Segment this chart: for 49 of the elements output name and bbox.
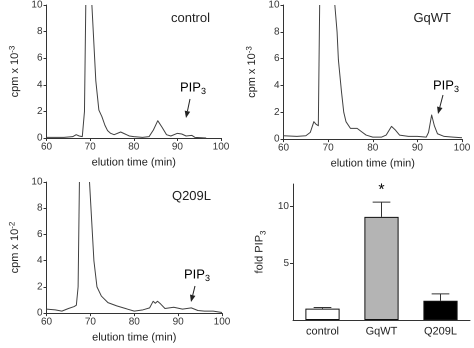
x-tick-label: 70 xyxy=(84,316,96,328)
y-tick-label: 4 xyxy=(274,80,280,91)
x-axis-title: elution time (min) xyxy=(92,156,176,168)
y-tick-label: 4 xyxy=(36,79,43,90)
y-tick-label: 5 xyxy=(283,258,290,269)
x-tick-label: 80 xyxy=(367,142,379,154)
y-tick-label: 8 xyxy=(36,202,43,214)
x-axis-title: elution time (min) xyxy=(330,158,415,170)
x-tick-label: 100 xyxy=(214,316,231,328)
x-tick-label: 70 xyxy=(322,142,334,154)
annotation: * xyxy=(378,182,385,199)
y-tick-label: 2 xyxy=(274,106,280,118)
x-tick-label: 100 xyxy=(454,142,471,154)
x-tick-label: 90 xyxy=(412,142,424,154)
y-tick-label: 6 xyxy=(36,52,43,64)
y-tick-label: 10 xyxy=(31,0,43,10)
x-tick-label: 90 xyxy=(172,316,184,328)
y-tick-label: 2 xyxy=(36,281,43,292)
y-tick-label: 4 xyxy=(36,255,43,266)
y-tick-label: 8 xyxy=(36,26,43,38)
x-tick-label: Q209L xyxy=(424,326,458,338)
chart-title: GqWT xyxy=(413,10,452,25)
y-tick-label: 10 xyxy=(278,201,290,212)
y-tick-label: 6 xyxy=(274,53,280,64)
y-axis-title: cpm x 10-2 xyxy=(8,221,21,274)
x-tick-label: 60 xyxy=(40,142,53,152)
x-tick-label: 100 xyxy=(212,142,230,152)
x-tick-label: GqWT xyxy=(366,326,398,338)
x-tick-label: 70 xyxy=(84,142,96,152)
y-tick-label: 0 xyxy=(274,134,280,145)
y-axis-title: fold PIP3 xyxy=(253,230,268,274)
x-tick-label: 80 xyxy=(128,142,140,152)
y-tick-label: 10 xyxy=(31,176,43,188)
y-axis-title: cpm x 10-3 xyxy=(244,46,258,98)
x-tick-label: 80 xyxy=(128,316,140,328)
x-tick-label: control xyxy=(306,326,340,338)
x-axis-title: elution time (min) xyxy=(92,332,176,344)
x-tick-label: 60 xyxy=(40,316,53,328)
text: Q209L xyxy=(172,188,212,203)
y-tick-label: 8 xyxy=(274,26,280,38)
y-tick-label: 0 xyxy=(36,132,43,144)
y-axis-title: cpm x 10-3 xyxy=(8,45,21,98)
y-tick-label: 2 xyxy=(36,106,43,117)
y-tick-label: 0 xyxy=(36,308,43,319)
y-tick-label: 6 xyxy=(36,228,43,240)
x-tick-label: 60 xyxy=(278,142,290,154)
chart-title: control xyxy=(170,10,210,25)
x-tick-label: 90 xyxy=(172,142,184,152)
y-tick-label: 10 xyxy=(268,0,280,10)
